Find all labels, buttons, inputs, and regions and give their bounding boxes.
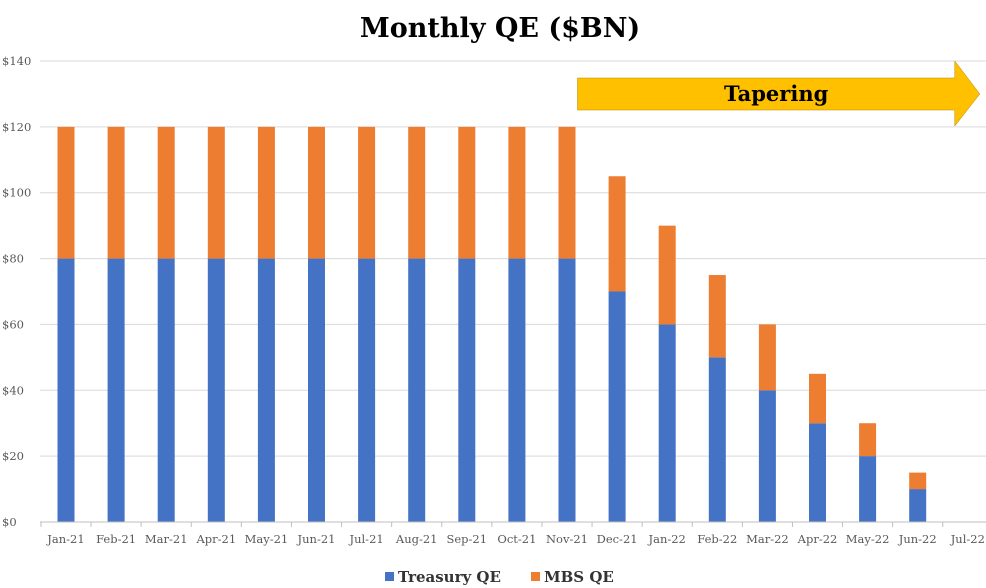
bar-mbs	[458, 126, 476, 259]
x-tick-label: Jan-21	[46, 532, 84, 546]
bar-mbs	[57, 126, 75, 259]
bar-mbs	[909, 472, 927, 490]
bar-treasury	[207, 258, 225, 522]
bar-mbs	[608, 176, 626, 292]
x-tick-label: Feb-22	[697, 532, 737, 546]
y-tick-label: $80	[2, 252, 24, 266]
bar-treasury	[57, 258, 75, 522]
bar-mbs	[658, 225, 676, 325]
bar-mbs	[308, 126, 325, 259]
tapering-label: Tapering	[724, 81, 829, 106]
bar-treasury	[708, 357, 726, 522]
tapering-arrow	[577, 60, 981, 127]
x-tick-label: May-21	[245, 532, 289, 546]
y-tick-label: $40	[2, 383, 24, 397]
y-tick-label: $20	[2, 449, 24, 463]
bar-mbs	[408, 126, 426, 259]
x-tick-label: Mar-21	[145, 532, 188, 546]
x-tick-label: Jun-22	[898, 532, 937, 546]
bar-treasury	[308, 258, 325, 522]
bar-treasury	[458, 258, 476, 522]
y-tick-label: $0	[2, 515, 17, 529]
bar-treasury	[408, 258, 426, 522]
bar-treasury	[508, 258, 526, 522]
legend-swatch	[385, 572, 394, 581]
x-tick-label: Feb-21	[96, 532, 136, 546]
x-tick-label: Oct-21	[497, 532, 536, 546]
bar-treasury	[107, 258, 125, 522]
legend-label: MBS QE	[544, 568, 614, 586]
x-tick-label: Mar-22	[746, 532, 789, 546]
bar-mbs	[207, 126, 225, 259]
bar-mbs	[508, 126, 526, 259]
x-tick-label: Nov-21	[546, 532, 588, 546]
y-tick-label: $120	[2, 120, 31, 134]
axes: $0 $20 $40 $60 $80 $100 $120 $140 Jan-21 Feb-21 Ma…	[2, 54, 986, 546]
x-tick-label: Apr-21	[195, 532, 236, 546]
bar-mbs	[257, 126, 275, 259]
bar-treasury	[257, 258, 275, 522]
bar-mbs	[107, 126, 125, 259]
bar-mbs	[558, 126, 576, 259]
bar-treasury	[909, 489, 927, 522]
bars	[57, 126, 927, 522]
x-tick-label: Dec-21	[597, 532, 638, 546]
chart-title: Monthly QE ($BN)	[360, 13, 640, 44]
bar-treasury	[859, 456, 877, 522]
bar-treasury	[157, 258, 175, 522]
x-tick-label: Sep-21	[447, 532, 488, 546]
bar-mbs	[758, 324, 776, 391]
bar-mbs	[358, 126, 376, 259]
bar-mbs	[859, 423, 877, 457]
y-tick-label: $100	[2, 186, 31, 200]
tapering-annotation: Tapering	[577, 60, 981, 127]
bar-treasury	[758, 390, 776, 522]
legend-swatch	[531, 572, 540, 581]
bar-mbs	[157, 126, 175, 259]
x-tick-label: Jul-22	[950, 532, 985, 546]
y-tick-label: $140	[2, 54, 31, 68]
y-tick-label: $60	[2, 317, 24, 331]
bar-treasury	[658, 324, 676, 522]
bar-treasury	[558, 258, 576, 522]
bar-treasury	[809, 423, 826, 522]
x-tick-label: May-22	[846, 532, 890, 546]
legend: Treasury QE MBS QE	[385, 568, 614, 586]
x-tick-label: Apr-22	[797, 532, 838, 546]
x-tick-label: Aug-21	[395, 532, 438, 546]
x-tick-label: Jun-21	[297, 532, 336, 546]
x-tick-label: Jan-22	[647, 532, 685, 546]
legend-label: Treasury QE	[398, 568, 501, 586]
bar-treasury	[358, 258, 376, 522]
bar-mbs	[708, 275, 726, 358]
bar-treasury	[608, 291, 626, 522]
x-tick-label: Jul-21	[348, 532, 383, 546]
bar-mbs	[809, 373, 826, 424]
